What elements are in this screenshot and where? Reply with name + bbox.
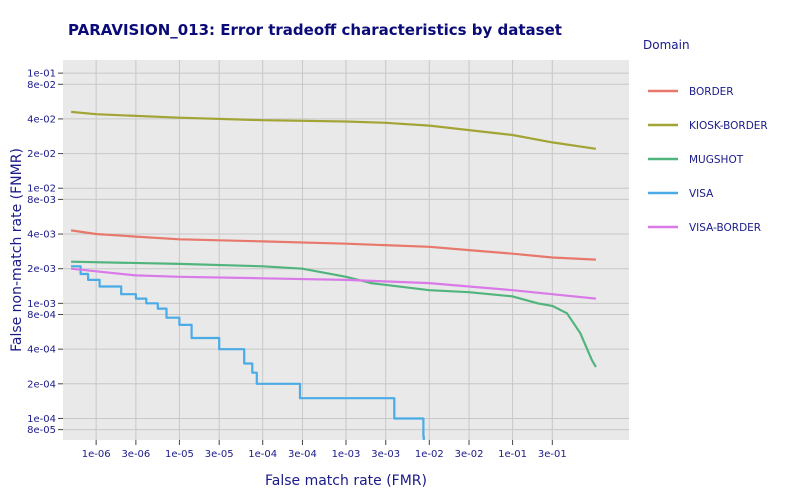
y-axis-label: False non-match rate (FNMR) [9, 148, 25, 352]
x-tick-label: 1e-06 [82, 449, 111, 460]
series-line-kiosk-border [70, 110, 597, 150]
y-tick-label: 2e-03 [27, 264, 56, 275]
y-tick-label: 8e-05 [27, 425, 56, 436]
y-tick-label: 2e-02 [27, 149, 56, 160]
x-axis-label: False match rate (FMR) [265, 473, 427, 489]
series-line-visa [71, 265, 425, 440]
x-tick-label: 3e-02 [455, 449, 484, 460]
legend-title: Domain [643, 38, 690, 52]
legend-item-border[interactable]: BORDER [648, 86, 734, 98]
legend-label: BORDER [689, 86, 734, 98]
x-tick-label: 1e-03 [332, 449, 361, 460]
y-tick-label: 8e-02 [27, 80, 56, 91]
series-line-mugshot [71, 260, 597, 368]
x-tick-label: 3e-06 [121, 449, 150, 460]
x-tick-label: 1e-01 [498, 449, 527, 460]
x-tick-label: 3e-04 [288, 449, 317, 460]
legend-label: MUGSHOT [689, 154, 744, 166]
legend-label: KIOSK-BORDER [689, 120, 768, 132]
y-tick-label: 4e-02 [27, 114, 56, 125]
x-tick-label: 1e-05 [165, 449, 194, 460]
legend-item-visa[interactable]: VISA [648, 188, 714, 200]
x-tick-label: 1e-04 [248, 449, 277, 460]
y-tick-label: 1e-01 [27, 69, 56, 80]
x-tick-label: 3e-03 [371, 449, 400, 460]
series-layer [70, 110, 597, 440]
legend-item-mugshot[interactable]: MUGSHOT [648, 154, 744, 166]
chart-title: PARAVISION_013: Error tradeoff character… [68, 21, 562, 39]
y-tick-label: 1e-04 [27, 414, 56, 425]
x-tick-label: 3e-05 [205, 449, 234, 460]
x-tick-label: 3e-01 [538, 449, 567, 460]
y-tick-label: 8e-04 [27, 310, 56, 321]
y-tick-label: 4e-03 [27, 230, 56, 241]
series-line-border [70, 229, 596, 261]
legend-item-kiosk-border[interactable]: KIOSK-BORDER [648, 120, 768, 132]
x-axis-ticks: 1e-06 3e-06 1e-05 3e-05 1e-04 3e-04 1e-03 3e-03… [82, 440, 567, 460]
y-tick-label: 4e-04 [27, 345, 56, 356]
series-line-visa-border [70, 267, 597, 300]
y-tick-label: 2e-04 [27, 379, 56, 390]
y-tick-label: 1e-02 [27, 184, 56, 195]
y-tick-label: 1e-03 [27, 299, 56, 310]
legend: Domain BORDER KIOSK-BORDER MUGSHOT VISA VISA… [643, 38, 768, 234]
y-tick-label: 8e-03 [27, 195, 56, 206]
legend-item-visa-border[interactable]: VISA-BORDER [648, 222, 761, 234]
legend-label: VISA-BORDER [689, 222, 761, 234]
x-tick-label: 1e-02 [415, 449, 444, 460]
legend-label: VISA [689, 188, 714, 200]
